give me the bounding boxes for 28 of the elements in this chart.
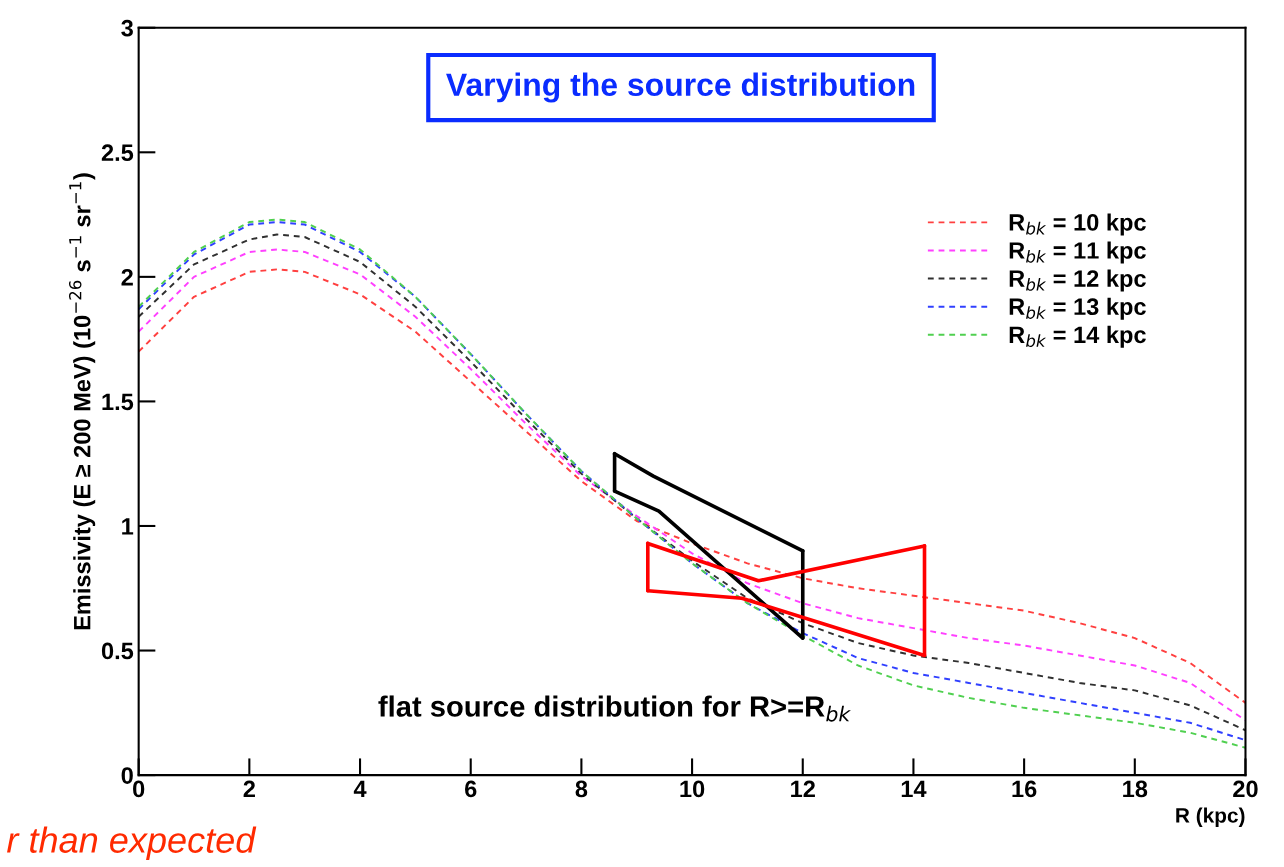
legend-label: R$_{bk}$ = 12 kpc [1009,269,1146,292]
x-tick-label: 12 [791,780,815,798]
x-tick-label: 4 [353,780,367,798]
x-tick-label: 20 [1233,780,1258,798]
legend-label: R$_{bk}$ = 11 kpc [1009,241,1146,264]
x-tick-label: 18 [1123,780,1148,798]
legend-label: R$_{bk}$ = 13 kpc [1009,297,1146,320]
legend-label: R$_{bk}$ = 14 kpc [1009,325,1146,348]
x-tick-label: 8 [575,780,588,798]
x-tick-label: 6 [465,780,477,798]
text: r than expected [7,826,257,861]
x-axis-title: R (kpc) [1176,807,1245,827]
annotation: flat source distribution for R>=R$_{bk}$ [378,695,851,722]
y-tick-label: 2 [121,268,133,286]
y-axis-title: Emissivity (E ≥ 200 MeV) (10$^{−26}$ s$^{−1}$ sr$^{−1}$) [68,173,96,630]
y-tick-label: 0 [121,767,133,784]
x-tick-label: 16 [1012,780,1037,798]
y-tick-label: 0.5 [101,642,134,660]
text: Varying the source distribution [446,72,915,103]
y-tick-label: 3 [121,19,133,37]
x-tick-label: 10 [680,780,705,798]
x-tick-label: 2 [243,780,255,798]
y-tick-label: 1.5 [102,393,134,411]
y-tick-label: 2.5 [101,144,134,162]
legend-label: R$_{bk}$ = 10 kpc [1009,213,1146,236]
y-tick-label: 1 [122,518,134,535]
x-tick-label: 14 [901,780,927,798]
x-tick-label: 0 [133,780,145,798]
